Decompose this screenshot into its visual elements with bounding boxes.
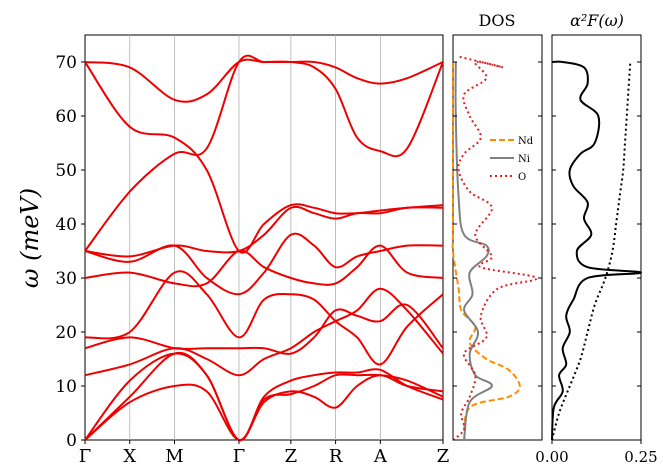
dos-legend: Nd Ni O bbox=[490, 136, 534, 183]
x-tick-label: Z bbox=[285, 446, 298, 467]
y-tick-label: 10 bbox=[55, 377, 77, 397]
eliashberg-curves bbox=[551, 60, 643, 441]
dos-ticks bbox=[453, 61, 542, 441]
y-tick-label: 30 bbox=[55, 269, 77, 289]
lambda-curve bbox=[551, 61, 632, 441]
x-tick-label: X bbox=[123, 446, 136, 467]
phonon-branch bbox=[84, 205, 444, 258]
x-tick-label: 0.00 bbox=[535, 448, 568, 466]
dispersion-panel: 0 10 20 30 40 50 60 70 Γ X M Γ Z R A Z ω (meV) bbox=[16, 34, 450, 467]
eliashberg-ticks: 0.00 0.25 bbox=[535, 61, 658, 466]
x-tick-label: A bbox=[373, 446, 388, 467]
y-tick-label: 60 bbox=[55, 107, 77, 127]
y-tick-label: 20 bbox=[55, 323, 77, 343]
alpha2f-curve bbox=[551, 60, 643, 441]
x-tick-label: Γ bbox=[233, 446, 246, 467]
dos-series-nd bbox=[451, 62, 521, 441]
x-tick-label: Z bbox=[437, 446, 450, 467]
dispersion-y-ticks: 0 10 20 30 40 50 60 70 bbox=[55, 53, 85, 451]
dispersion-frame bbox=[84, 34, 444, 441]
x-tick-label: 0.25 bbox=[624, 448, 657, 466]
phonon-branch bbox=[84, 61, 444, 254]
dos-series-o bbox=[452, 55, 538, 441]
phonon-branch bbox=[84, 352, 444, 442]
dispersion-branches bbox=[84, 54, 444, 442]
y-tick-label: 40 bbox=[55, 215, 77, 235]
eliashberg-title: α²F(ω) bbox=[570, 11, 624, 30]
phonon-branch bbox=[84, 374, 444, 441]
dos-title: DOS bbox=[479, 11, 516, 30]
dos-panel: DOS Nd Ni O bbox=[451, 11, 543, 441]
dos-curves bbox=[451, 55, 538, 441]
y-tick-label: 70 bbox=[55, 53, 77, 73]
dispersion-y-label: ω (meV) bbox=[16, 188, 44, 288]
phonon-branch bbox=[84, 54, 444, 252]
x-tick-label: M bbox=[165, 446, 183, 467]
phonon-branch bbox=[84, 58, 444, 103]
y-tick-label: 50 bbox=[55, 161, 77, 181]
legend-label: O bbox=[518, 172, 526, 183]
x-tick-label: R bbox=[329, 446, 343, 467]
phonon-branch bbox=[84, 287, 444, 377]
phonon-branch bbox=[84, 244, 444, 288]
x-tick-label: Γ bbox=[79, 446, 92, 467]
phonon-branch bbox=[84, 270, 444, 366]
dos-series-ni bbox=[454, 61, 493, 441]
eliashberg-panel: α²F(ω) 0.00 0.25 bbox=[535, 11, 657, 466]
legend-label: Nd bbox=[518, 136, 534, 147]
legend-label: Ni bbox=[518, 154, 530, 165]
y-tick-label: 0 bbox=[66, 431, 77, 451]
eliashberg-frame bbox=[551, 34, 642, 441]
phonon-branch bbox=[84, 232, 444, 296]
phonon-branch bbox=[84, 303, 444, 355]
dispersion-grid bbox=[129, 35, 381, 440]
